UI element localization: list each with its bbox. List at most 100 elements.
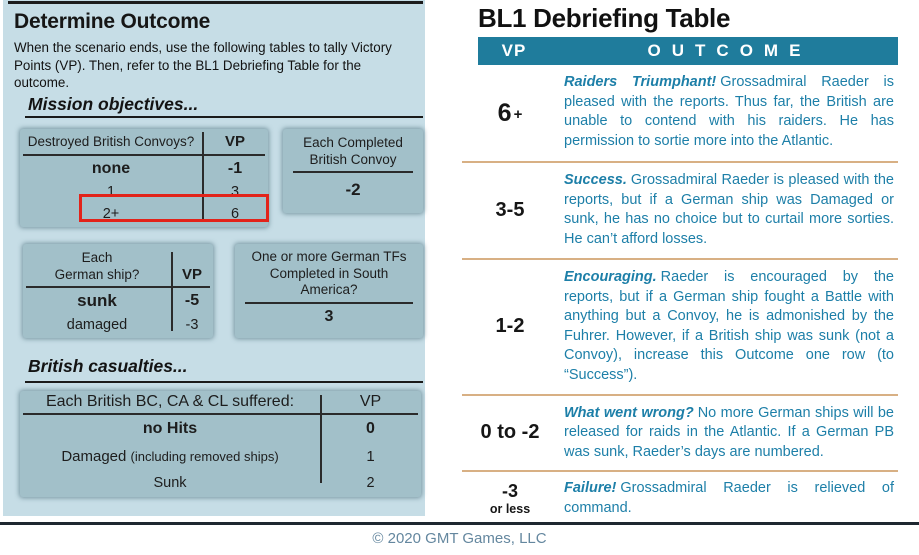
vp-cell: 6 + <box>462 65 558 161</box>
outcome-column-header: OUTCOME <box>550 41 898 61</box>
vp-column-header: VP <box>501 41 527 60</box>
row-vp: 1 <box>366 448 375 465</box>
row-vp: -5 <box>184 292 200 309</box>
vp-qualifier: or less <box>489 502 531 517</box>
outcome-lead: What went wrong? <box>564 404 694 421</box>
box-value: 3 <box>324 307 334 325</box>
row-label-note: (including removed ships) <box>130 449 279 464</box>
box-label: Each Completed British Convoy <box>303 135 403 167</box>
column-header: Destroyed British Convoys? <box>27 134 195 149</box>
destroyed-convoys-table: Destroyed British Convoys? VP none -1 1 … <box>20 129 268 227</box>
table-row: none -1 <box>20 156 268 181</box>
south-america-box: One or more German TFs Completed in Sout… <box>235 244 423 338</box>
determine-outcome-panel: Determine Outcome When the scenario ends… <box>3 0 425 516</box>
row-vp: 3 <box>230 183 240 200</box>
outcome-cell: Raiders Triumphant! Grossadmiral Raeder i… <box>558 65 898 161</box>
row-vp: -1 <box>227 159 243 177</box>
row-label: 2+ <box>102 205 120 222</box>
outcome-text: Grossadmiral Raeder is pleased with the … <box>564 74 894 149</box>
row-vp: 6 <box>230 205 240 222</box>
casualties-table: Each British BC, CA & CL suffered: VP no… <box>20 391 421 497</box>
outcome-cell: Success. Grossadmiral Raeder is pleased w… <box>558 163 898 258</box>
table-row-highlighted: 2+ 6 <box>20 202 268 225</box>
vp-value: 6 <box>497 98 512 127</box>
outcome-text: Grossadmiral Raeder is relieved of comma… <box>564 480 894 516</box>
vp-column-header: VP <box>224 133 245 150</box>
vp-cell: 3-5 <box>462 163 558 258</box>
german-ship-table: Each German ship? VP sunk -5 damaged -3 <box>23 244 213 338</box>
outcome-lead: Failure! <box>564 480 617 497</box>
table-row: 1 3 <box>20 181 268 202</box>
row-label: sunk <box>77 291 117 310</box>
vp-column-header: VP <box>359 393 382 410</box>
row-label: damaged <box>66 317 128 333</box>
footer-rule <box>0 522 919 525</box>
row-label: Damaged (including removed ships) <box>20 448 320 465</box>
vp-value: 0 to -2 <box>480 421 540 444</box>
debrief-row: -3 or less Failure! Grossadmiral Raeder i… <box>462 470 898 526</box>
debriefing-title: BL1 Debriefing Table <box>478 3 731 33</box>
box-rule <box>293 171 413 173</box>
row-label: 1 <box>106 183 116 200</box>
vp-column-header: VP <box>181 266 202 283</box>
vp-cell: -3 or less <box>462 472 558 526</box>
row-vp: -3 <box>185 317 199 333</box>
mission-heading-rule <box>25 116 423 118</box>
debriefing-table: BL1 Debriefing Table VP OUTCOME 6 + Raide… <box>462 0 898 527</box>
panel-title: Determine Outcome <box>14 10 211 33</box>
table-row: sunk -5 <box>23 288 213 314</box>
casualties-heading-rule <box>25 381 423 383</box>
row-label-main: Damaged <box>61 448 127 465</box>
box-label: One or more German TFs Completed in Sout… <box>251 249 407 297</box>
debrief-row: 1-2 Encouraging. Raeder is encouraged by … <box>462 258 898 394</box>
vp-value: 1-2 <box>495 315 525 338</box>
outcome-lead: Raiders Triumphant! <box>564 74 717 90</box>
outcome-text: Grossadmiral Raeder is pleased with the … <box>564 172 894 247</box>
vp-cell: 0 to -2 <box>462 396 558 471</box>
column-divider <box>202 132 204 221</box>
table-header-row: Each German ship? VP <box>23 244 213 283</box>
red-highlight-box <box>79 194 269 222</box>
header-rule <box>23 413 418 415</box>
column-divider <box>171 252 173 331</box>
outcome-text: No more German ships will be released fo… <box>564 404 894 460</box>
outcome-cell: Failure! Grossadmiral Raeder is relieved … <box>558 472 898 526</box>
mission-objectives-heading: Mission objectives... <box>28 94 199 114</box>
debrief-row: 0 to -2 What went wrong? No more German s… <box>462 393 898 471</box>
panel-top-rule <box>8 1 423 4</box>
row-label: Sunk <box>153 475 187 491</box>
copyright-text: © 2020 GMT Games, LLC <box>372 530 547 547</box>
vp-cell: 1-2 <box>462 260 558 394</box>
column-divider <box>320 395 322 483</box>
header-rule <box>26 286 210 288</box>
table-header-row: Destroyed British Convoys? VP <box>20 129 268 154</box>
outcome-cell: Encouraging. Raeder is encouraged by the … <box>558 260 898 394</box>
row-label: no Hits <box>142 419 198 437</box>
row-label: none <box>91 159 131 177</box>
completed-convoy-box: Each Completed British Convoy -2 <box>283 129 423 213</box>
british-casualties-heading: British casualties... <box>28 356 188 376</box>
vp-value: -3 <box>501 481 518 502</box>
box-value: -2 <box>345 180 361 199</box>
debrief-row: 3-5 Success. Grossadmiral Raeder is pleas… <box>462 161 898 258</box>
outcome-cell: What went wrong? No more German ships wil… <box>558 396 898 471</box>
table-row: damaged -3 <box>23 314 213 336</box>
column-header: Each German ship? <box>23 249 171 283</box>
vp-plus-suffix: + <box>513 106 523 123</box>
outcome-text: Raeder is encouraged by the reports, but… <box>564 269 894 383</box>
row-vp: 2 <box>366 475 375 491</box>
vp-value: 3-5 <box>495 199 525 221</box>
header-line: Each <box>81 250 113 265</box>
outcome-lead: Success. <box>564 172 627 188</box>
debriefing-header-bar: VP OUTCOME <box>478 37 898 65</box>
header-line: German ship? <box>54 267 140 282</box>
panel-intro-text: When the scenario ends, use the followin… <box>14 40 392 90</box>
table-row: Damaged (including removed ships) 1 <box>20 442 421 471</box>
header-rule <box>23 154 265 156</box>
outcome-header-text: OUTCOME <box>647 41 812 60</box>
box-rule <box>245 301 413 304</box>
table-row: no Hits 0 <box>20 415 421 442</box>
outcome-lead: Encouraging. <box>564 269 657 285</box>
row-vp: 0 <box>366 419 375 437</box>
